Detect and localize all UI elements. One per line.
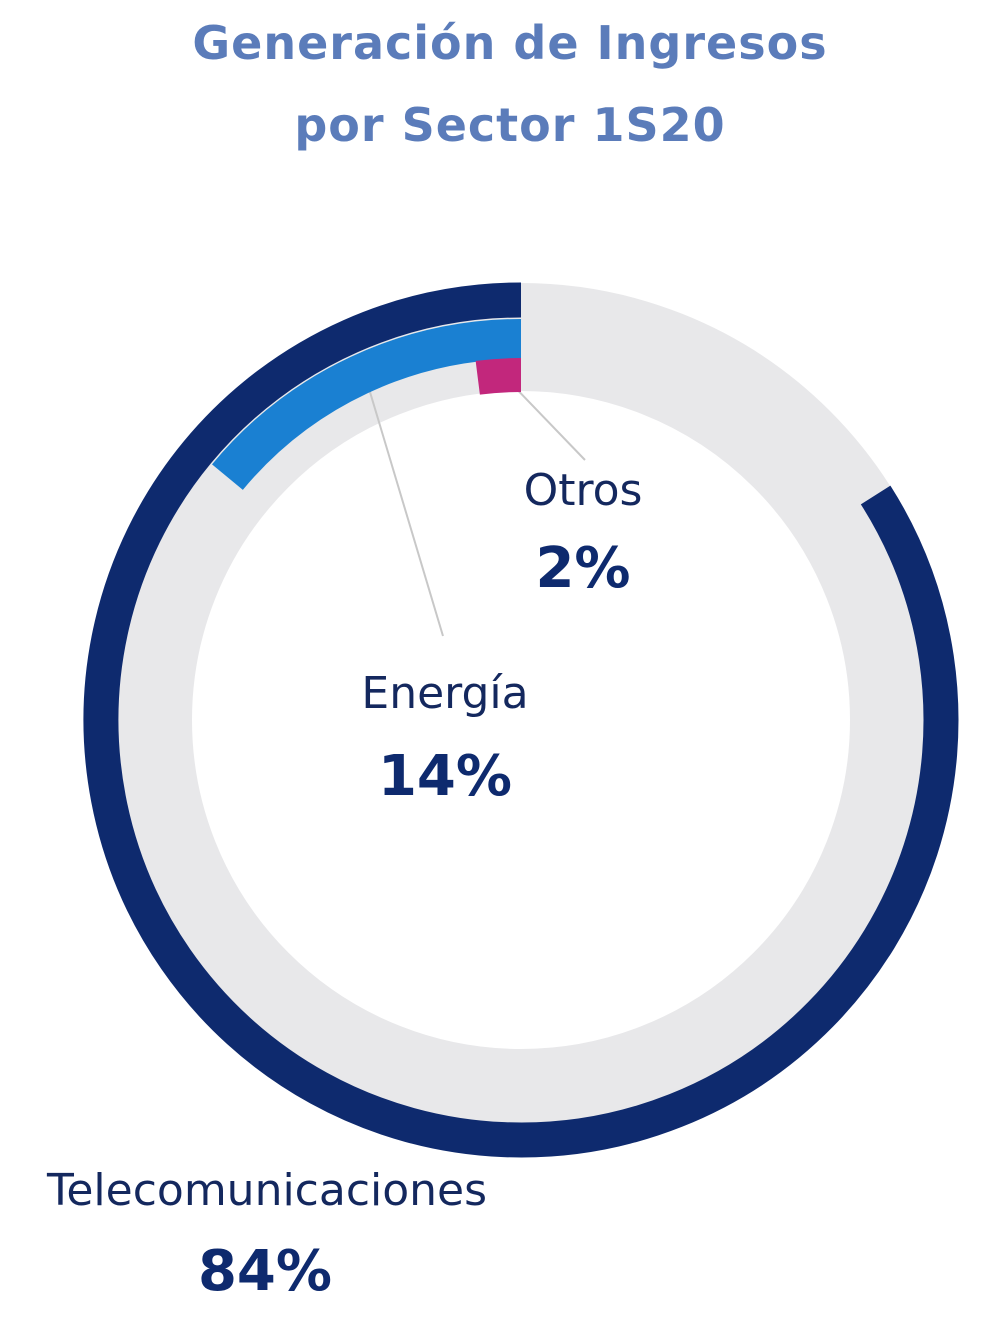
- value-label: 84%: [198, 1239, 332, 1304]
- arc: [83, 282, 959, 1158]
- category-label: Telecomunicaciones: [46, 1165, 487, 1216]
- arc: [475, 358, 522, 395]
- arc: [212, 319, 522, 490]
- value-label: 2%: [535, 536, 630, 601]
- leader-line: [363, 371, 444, 637]
- value-label: 14%: [378, 744, 512, 809]
- category-label: Otros: [524, 465, 643, 516]
- chart-title: Generación de Ingresos por Sector 1S20: [192, 16, 828, 152]
- category-label: Energía: [361, 668, 528, 719]
